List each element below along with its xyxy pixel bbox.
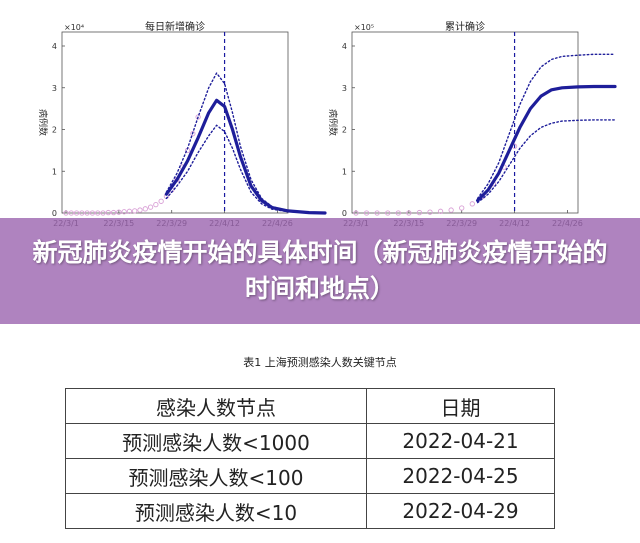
- chart1-observed-point: [84, 210, 90, 216]
- chart2-observed-point: [363, 210, 370, 216]
- chart1-observed-point: [126, 208, 133, 214]
- chart1-title: 每日新增确诊: [145, 20, 205, 33]
- cell-date: 2022-04-21: [366, 423, 555, 459]
- infection-nodes-table: 感染人数节点 日期 预测感染人数<1000 2022-04-21 预测感染人数<…: [65, 388, 555, 529]
- chart1-observed-point: [121, 209, 127, 215]
- chart2-observed-point: [416, 209, 423, 216]
- chart1-y-axis-label: 病例数: [37, 109, 49, 136]
- chart1-lower-bound: [165, 124, 326, 214]
- chart1-observed-point: [100, 210, 106, 216]
- chart1-observed-point: [63, 210, 69, 216]
- table-caption: 表1 上海预测感染人数关键节点: [243, 356, 397, 369]
- chart2-y-multiplier: ×10⁵: [354, 23, 374, 32]
- chart1-observed-point: [105, 209, 111, 216]
- banner-title: 新冠肺炎疫情开始的具体时间（新冠肺炎疫情开始的时间和地点）: [32, 238, 608, 303]
- chart2-y-tick-label: 0: [342, 209, 347, 218]
- charts-svg: 每日新增确诊×10⁴01234病例数22/3/122/3/1522/3/2922…: [37, 20, 617, 228]
- chart2-upper-bound: [476, 53, 616, 200]
- chart1-observed-point: [195, 114, 201, 120]
- chart1-observed-point: [142, 206, 148, 212]
- chart1-observed-point: [137, 207, 143, 213]
- cell-node: 预测感染人数<10: [65, 493, 367, 529]
- chart2-observed-point: [437, 208, 444, 214]
- chart2-y-tick-label: 3: [342, 84, 347, 93]
- chart2-observed-point: [406, 210, 412, 216]
- cell-date: 2022-04-25: [366, 458, 555, 494]
- chart2-observed-point: [385, 210, 391, 216]
- chart1-observed-point: [79, 210, 85, 216]
- chart1-y-tick-label: 4: [52, 42, 57, 51]
- chart1-observed-point: [190, 131, 196, 137]
- chart2-observed-point: [427, 209, 433, 215]
- header-date: 日期: [366, 388, 555, 424]
- chart2-observed-point: [469, 201, 475, 207]
- chart1-observed-point: [116, 209, 122, 215]
- chart2-observed-point: [353, 210, 359, 216]
- chart1-observed-point: [147, 204, 154, 210]
- chart2-observed-point: [374, 210, 380, 216]
- chart1-observed-point: [132, 208, 138, 214]
- chart2-title: 累计确诊: [445, 20, 485, 33]
- chart2-y-tick-label: 1: [342, 167, 347, 176]
- chart2-observed-point: [395, 210, 401, 216]
- chart1-y-tick-label: 2: [52, 126, 57, 135]
- chart1-observed-point: [73, 210, 80, 216]
- chart1-y-tick-label: 1: [52, 167, 57, 176]
- table-row: 预测感染人数<1000 2022-04-21: [65, 423, 555, 459]
- chart1-y-tick-label: 3: [52, 84, 57, 93]
- table-row: 预测感染人数<100 2022-04-25: [65, 458, 555, 494]
- table-row: 预测感染人数<10 2022-04-29: [65, 493, 555, 529]
- chart1-observed-point: [95, 210, 101, 216]
- chart1-observed-point: [153, 201, 159, 208]
- chart2-plot-frame: [351, 31, 579, 214]
- chart1-observed-point: [158, 198, 164, 204]
- chart-area: 每日新增确诊×10⁴01234病例数22/3/122/3/1522/3/2922…: [0, 0, 640, 230]
- chart2-y-axis-label: 病例数: [327, 109, 339, 136]
- cell-node: 预测感染人数<1000: [65, 423, 367, 459]
- table-section: 表1 上海预测感染人数关键节点 感染人数节点 日期 预测感染人数<1000 20…: [0, 324, 640, 543]
- chart1-y-tick-label: 0: [52, 209, 57, 218]
- chart1-upper-bound: [165, 72, 326, 214]
- chart1-observed-point: [89, 210, 96, 216]
- chart2-observed-point: [448, 207, 454, 213]
- title-banner: 新冠肺炎疫情开始的具体时间（新冠肺炎疫情开始的时间和地点）: [0, 218, 640, 324]
- chart2-lower-bound: [476, 119, 616, 204]
- chart1-observed-point: [68, 210, 74, 216]
- chart1-y-multiplier: ×10⁴: [64, 23, 84, 32]
- header-node: 感染人数节点: [65, 388, 367, 424]
- cell-date: 2022-04-29: [366, 493, 555, 529]
- chart1-observed-point: [110, 209, 117, 216]
- chart2-observed-point: [459, 205, 465, 211]
- chart2-fit-curve: [476, 84, 617, 203]
- chart2-y-tick-label: 4: [342, 42, 347, 51]
- table-header-row: 感染人数节点 日期: [65, 388, 555, 424]
- cell-node: 预测感染人数<100: [65, 458, 367, 494]
- chart2-y-tick-label: 2: [342, 126, 347, 135]
